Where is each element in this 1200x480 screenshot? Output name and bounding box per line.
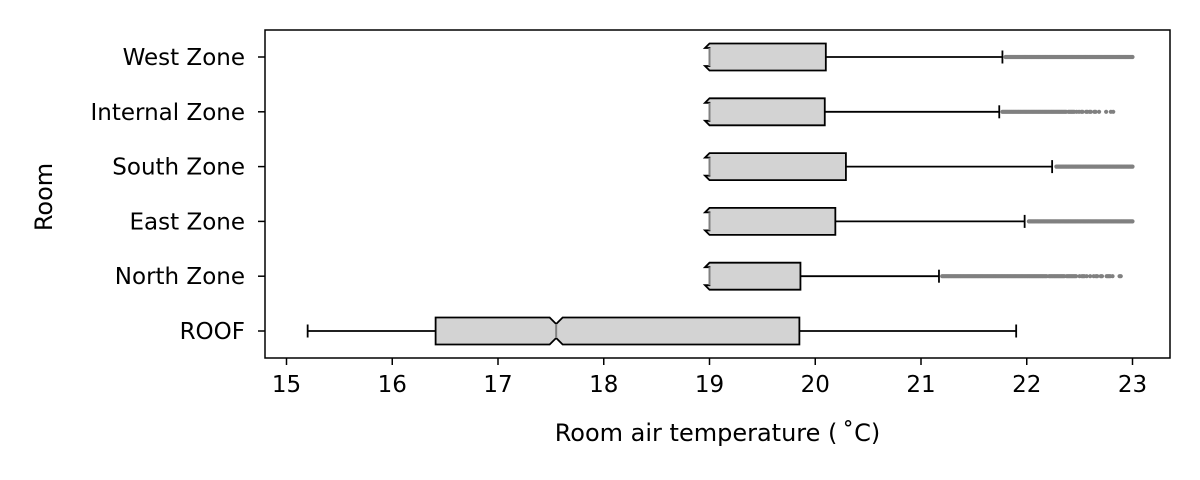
outlier-point — [1130, 54, 1135, 60]
outlier-point — [1088, 109, 1093, 114]
x-tick-label-23: 23 — [1118, 372, 1147, 398]
x-tick-label-15: 15 — [272, 372, 301, 398]
x-axis-title: Room air temperature ( ˚C) — [555, 419, 881, 447]
outlier-point — [1104, 109, 1109, 114]
box-west-zone — [702, 42, 1135, 72]
y-tick-label-east-zone: East Zone — [130, 209, 246, 235]
y-tick-label-west-zone: West Zone — [123, 45, 245, 71]
box-south-zone — [702, 152, 1135, 181]
outliers-east-zone — [1026, 219, 1135, 224]
y-axis-title: Room — [30, 163, 58, 231]
outlier-point — [1095, 274, 1100, 279]
x-tick-label-19: 19 — [695, 372, 724, 398]
outlier-point — [1088, 274, 1093, 279]
x-tick-label-21: 21 — [906, 372, 935, 398]
box-body-south-zone — [702, 152, 847, 181]
box-body-east-zone — [702, 207, 837, 236]
outliers-south-zone — [1054, 164, 1135, 169]
box-body-internal-zone — [702, 97, 826, 127]
outlier-point — [1130, 164, 1135, 169]
outlier-point — [1080, 109, 1085, 114]
box-roof — [306, 316, 1018, 346]
y-tick-label-internal-zone: Internal Zone — [90, 100, 245, 126]
boxes-layer — [306, 42, 1135, 346]
outliers-west-zone — [1003, 54, 1135, 60]
outliers-north-zone — [940, 274, 1123, 279]
outlier-point — [1111, 109, 1116, 114]
x-tick-label-17: 17 — [483, 372, 512, 398]
y-tick-label-north-zone: North Zone — [115, 264, 245, 290]
x-tick-label-20: 20 — [801, 372, 830, 398]
y-axis: West Zone Internal Zone South Zone East Zon… — [90, 45, 265, 345]
y-tick-label-south-zone: South Zone — [112, 155, 245, 181]
outlier-point — [1130, 219, 1135, 224]
plot-area-frame — [264, 29, 1171, 359]
x-tick-label-18: 18 — [589, 372, 618, 398]
outliers-internal-zone — [1000, 109, 1116, 114]
box-east-zone — [702, 207, 1135, 236]
outlier-point — [1096, 109, 1102, 114]
outlier-point — [1093, 109, 1098, 114]
box-body-west-zone — [702, 42, 827, 72]
outlier-point — [1110, 274, 1115, 279]
y-tick-label-roof: ROOF — [180, 319, 245, 345]
x-tick-label-16: 16 — [378, 372, 407, 398]
box-internal-zone — [702, 97, 1116, 127]
box-body-north-zone — [702, 261, 802, 291]
x-tick-label-22: 22 — [1012, 372, 1041, 398]
box-body-roof — [434, 316, 801, 346]
outlier-point — [1074, 274, 1079, 279]
outlier-point — [1118, 274, 1123, 279]
outlier-point — [1084, 274, 1089, 279]
box-north-zone — [702, 261, 1123, 291]
outlier-point — [1099, 274, 1105, 279]
x-axis: 15 16 17 18 19 20 21 22 23 — [272, 358, 1147, 398]
